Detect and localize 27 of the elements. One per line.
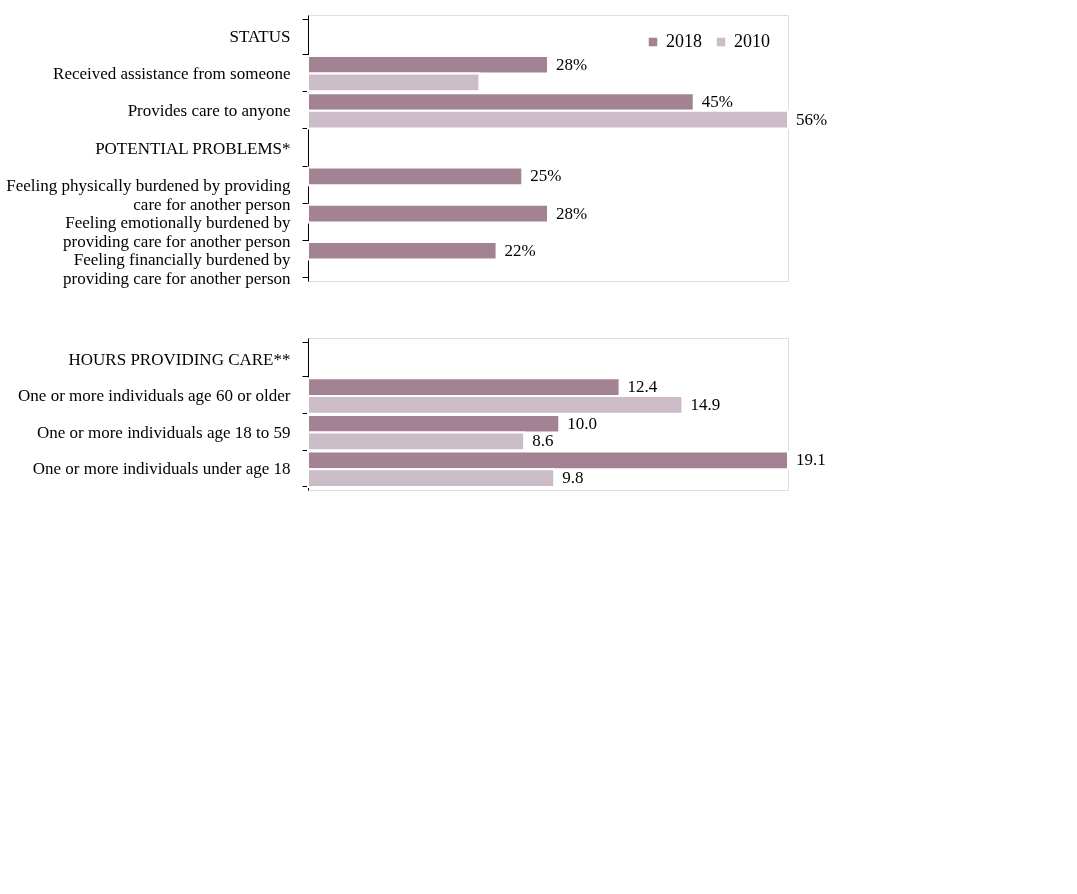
y-tick-label: POTENTIAL PROBLEMS* [95, 138, 291, 158]
data-label: 56% [796, 109, 828, 129]
data-label: 14.9 [690, 394, 721, 414]
legend-label: 2010 [734, 31, 770, 51]
data-label: 28% [556, 54, 588, 74]
y-tick-label: Provides care to anyone [127, 101, 291, 121]
data-label: 9.8 [562, 468, 584, 488]
y-tick-label: HOURS PROVIDING CARE** [68, 349, 291, 369]
data-label: 22% [504, 240, 536, 260]
y-tick-label: One or more individuals age 18 to 59 [36, 422, 291, 442]
bar [307, 203, 549, 224]
data-label: 10.0 [567, 413, 598, 433]
y-tick-label: One or more individuals age 60 or older [18, 386, 291, 406]
data-label: 28% [556, 203, 588, 223]
bar [307, 166, 524, 187]
data-label: 25% [530, 166, 562, 186]
y-tick-label: Received assistance from someone [53, 64, 291, 84]
y-tick-label: One or more individuals under age 18 [32, 459, 291, 479]
y-tick-label: STATUS [229, 26, 291, 46]
y-tick-label: Feeling physically burdened by providing care for another person [6, 175, 291, 214]
legend-label: 2018 [666, 31, 702, 51]
data-label: 19.1 [796, 450, 826, 470]
data-label: 8.6 [532, 431, 554, 451]
y-tick-label: Feeling financially burdened by providing care for another person [62, 250, 291, 289]
data-label: 12.4 [627, 377, 658, 397]
data-label: 45% [701, 91, 733, 111]
bar [307, 240, 498, 261]
